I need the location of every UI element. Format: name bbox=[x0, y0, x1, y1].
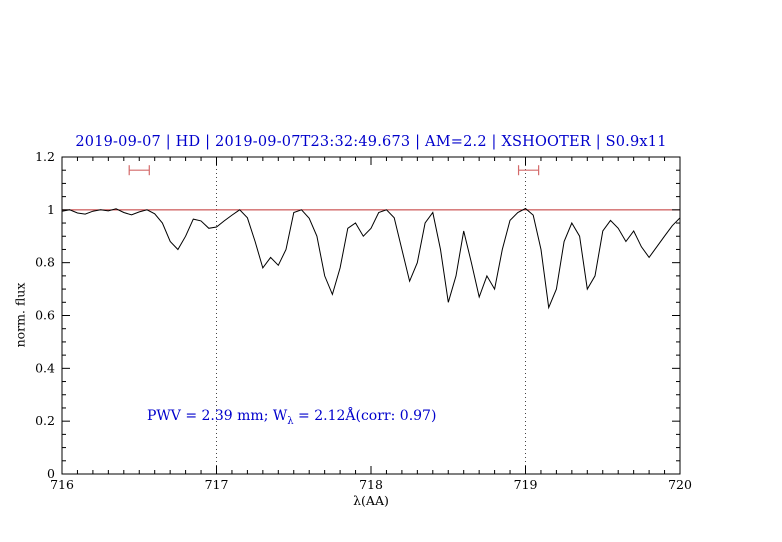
x-tick-label: 716 bbox=[50, 477, 74, 492]
x-tick-label: 718 bbox=[359, 477, 383, 492]
pwv-annotation-post: = 2.12Å(corr: 0.97) bbox=[293, 408, 437, 425]
plot-title: 2019-09-07 | HD | 2019-09-07T23:32:49.67… bbox=[75, 134, 667, 150]
x-axis-label: λ(AA) bbox=[353, 493, 389, 508]
y-tick-label: 0.4 bbox=[35, 360, 55, 375]
y-tick-label: 0 bbox=[47, 466, 55, 481]
spectrum-line bbox=[61, 207, 681, 310]
pwv-annotation-pre: PWV = 2.39 mm; W bbox=[146, 408, 288, 425]
y-tick-label: 1.2 bbox=[35, 149, 55, 164]
pwv-annotation: PWV = 2.39 mm; Wλ = 2.12Å(corr: 0.97) bbox=[147, 408, 436, 427]
x-tick-label: 719 bbox=[514, 477, 538, 492]
y-tick-label: 0.6 bbox=[35, 308, 55, 323]
x-tick-label: 720 bbox=[668, 477, 692, 492]
y-axis-label: norm. flux bbox=[12, 282, 28, 348]
pwv-annotation-sub: λ bbox=[287, 415, 294, 427]
y-tick-label: 1 bbox=[47, 202, 55, 217]
y-tick-label: 0.2 bbox=[35, 413, 55, 428]
x-tick-label: 717 bbox=[205, 477, 229, 492]
y-tick-label: 0.8 bbox=[35, 255, 55, 270]
